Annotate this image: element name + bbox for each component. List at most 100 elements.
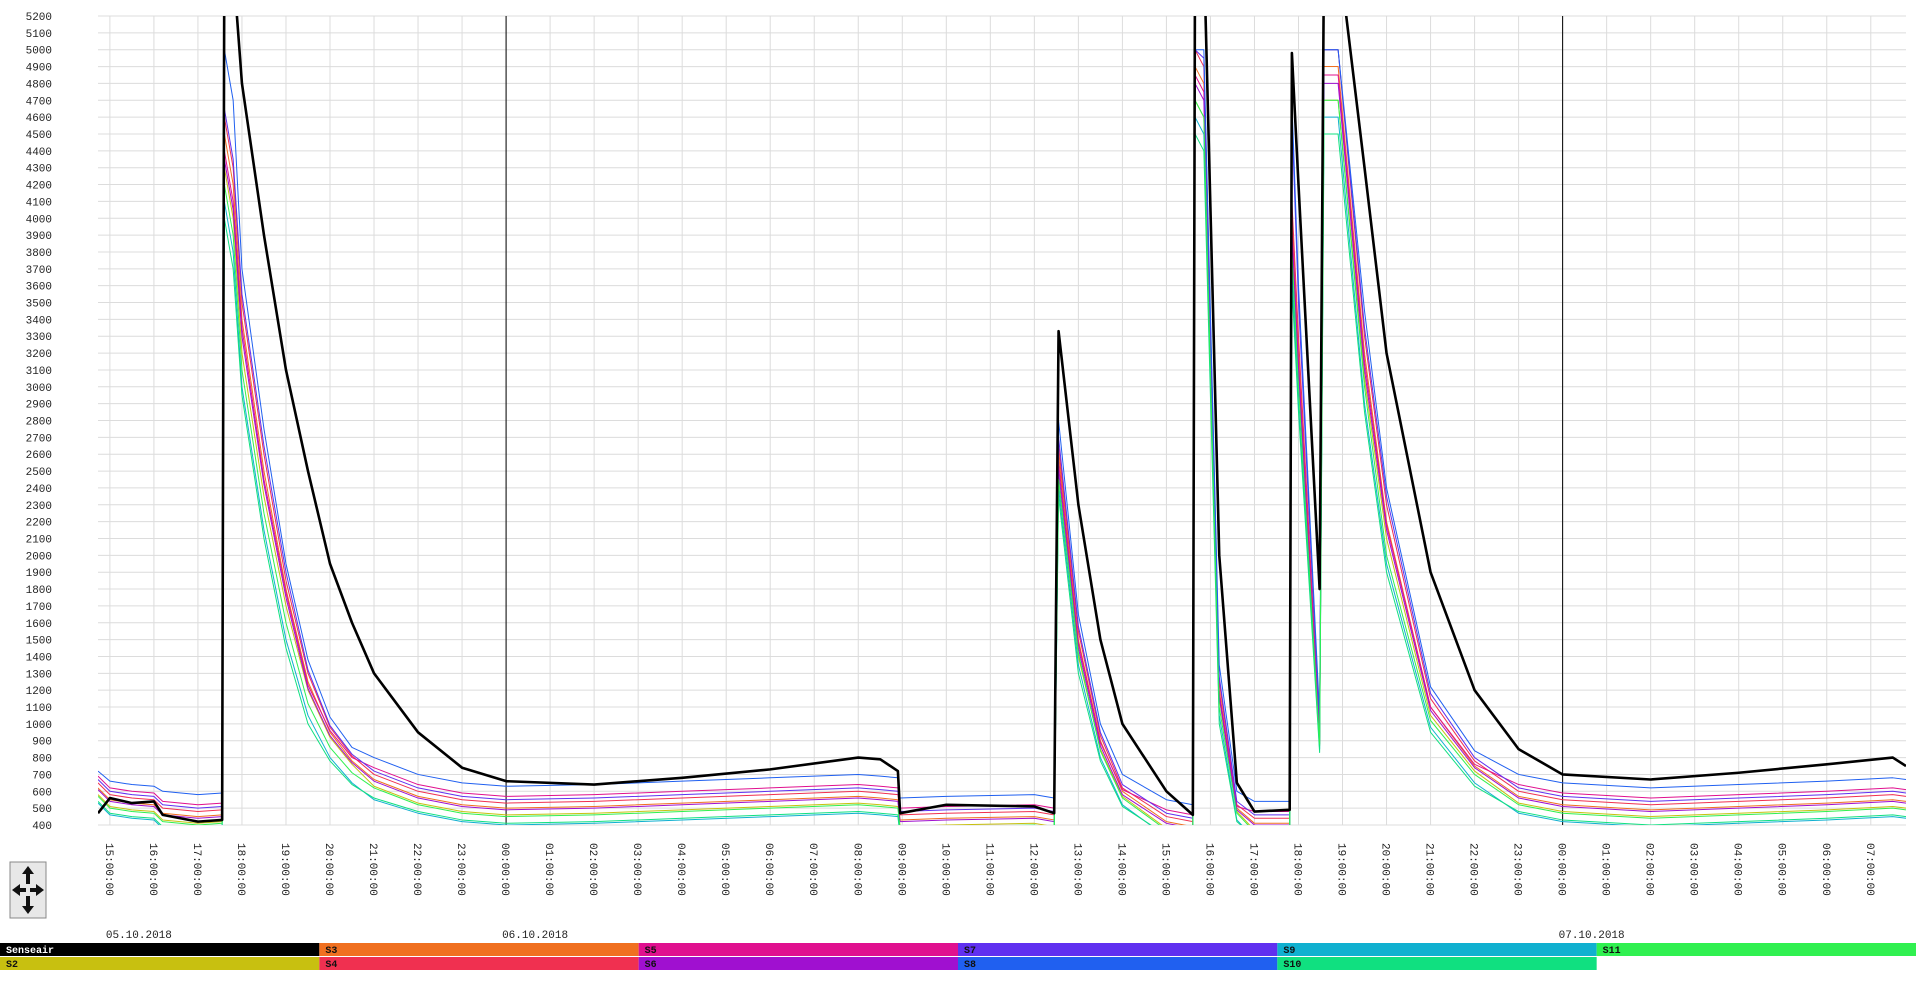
y-tick-label: 3900 xyxy=(26,231,52,243)
y-tick-label: 1600 xyxy=(26,619,52,631)
y-tick-label: 3700 xyxy=(26,265,52,277)
y-tick-label: 2200 xyxy=(26,518,52,530)
x-tick-label: 03:00:00 xyxy=(630,843,642,896)
legend-label: S7 xyxy=(964,946,976,957)
x-tick-label: 18:00:00 xyxy=(234,843,246,896)
y-tick-label: 3000 xyxy=(26,383,52,395)
y-tick-label: 1100 xyxy=(26,703,52,715)
x-tick-label: 23:00:00 xyxy=(454,843,466,896)
x-tick-label: 22:00:00 xyxy=(410,843,422,896)
legend-swatch xyxy=(319,957,639,970)
y-tick-label: 2700 xyxy=(26,433,52,445)
legend-swatch xyxy=(1596,943,1916,956)
y-tick-label: 800 xyxy=(32,754,52,766)
legend-swatch xyxy=(319,943,639,956)
y-tick-label: 3600 xyxy=(26,282,52,294)
x-tick-label: 16:00:00 xyxy=(146,843,158,896)
x-tick-label: 06:00:00 xyxy=(762,843,774,896)
y-tick-label: 1400 xyxy=(26,652,52,664)
legend: Senseair S2 S3 S4 S5 S6 S7 S8 S9 S10 S11 xyxy=(0,943,1916,971)
y-tick-label: 2500 xyxy=(26,467,52,479)
x-tick-label: 07:00:00 xyxy=(806,843,818,896)
legend-label: S6 xyxy=(645,960,657,971)
x-tick-label: 00:00:00 xyxy=(498,843,510,896)
x-tick-label: 08:00:00 xyxy=(850,843,862,896)
x-tick-label: 16:00:00 xyxy=(1202,843,1214,896)
date-label: 07.10.2018 xyxy=(1559,930,1625,942)
x-tick-label: 22:00:00 xyxy=(1467,843,1479,896)
series-line xyxy=(98,66,1906,825)
y-tick-label: 3300 xyxy=(26,332,52,344)
y-tick-label: 4700 xyxy=(26,96,52,108)
plot-area xyxy=(98,16,1906,825)
x-tick-label: 15:00:00 xyxy=(102,843,114,896)
x-tick-label: 21:00:00 xyxy=(366,843,378,896)
legend-swatch xyxy=(0,943,320,956)
y-tick-label: 2400 xyxy=(26,484,52,496)
x-tick-label: 01:00:00 xyxy=(1599,843,1611,896)
x-tick-label: 18:00:00 xyxy=(1290,843,1302,896)
x-tick-label: 07:00:00 xyxy=(1863,843,1875,896)
axes: 400 500 600 700 800 900 1000 1100 1200 1300 1400 15… xyxy=(26,12,1875,942)
x-tick-label: 13:00:00 xyxy=(1070,843,1082,896)
legend-label: S8 xyxy=(964,960,976,971)
legend-label: S3 xyxy=(325,946,337,957)
series-line xyxy=(98,74,1906,816)
y-tick-label: 5200 xyxy=(26,12,52,24)
y-tick-label: 1000 xyxy=(26,720,52,732)
legend-swatch xyxy=(1277,957,1597,970)
y-tick-label: 3200 xyxy=(26,349,52,361)
y-tick-label: 1900 xyxy=(26,568,52,580)
pan-left[interactable] xyxy=(12,884,26,896)
y-tick-label: 3400 xyxy=(26,315,52,327)
legend-swatch xyxy=(638,943,958,956)
x-tick-label: 20:00:00 xyxy=(322,843,334,896)
y-tick-label: 4800 xyxy=(26,79,52,91)
grid xyxy=(98,15,1906,826)
pan-control[interactable] xyxy=(9,861,47,919)
date-label: 06.10.2018 xyxy=(502,930,568,942)
x-tick-label: 03:00:00 xyxy=(1687,843,1699,896)
legend-swatch xyxy=(958,957,1278,970)
series-line xyxy=(98,49,1906,819)
y-tick-label: 2600 xyxy=(26,450,52,462)
x-tick-label: 10:00:00 xyxy=(938,843,950,896)
x-tick-label: 19:00:00 xyxy=(278,843,290,896)
series-line xyxy=(98,99,1906,825)
y-tick-label: 4400 xyxy=(26,147,52,159)
pan-right[interactable] xyxy=(30,884,44,896)
legend-swatch xyxy=(1277,943,1597,956)
y-tick-label: 2100 xyxy=(26,534,52,546)
x-tick-label: 05:00:00 xyxy=(718,843,730,896)
legend-label: S5 xyxy=(645,946,657,957)
y-tick-label: 4300 xyxy=(26,164,52,176)
legend-label: S2 xyxy=(6,960,18,971)
legend-label: S4 xyxy=(325,960,337,971)
x-tick-label: 00:00:00 xyxy=(1555,843,1567,896)
y-tick-label: 2800 xyxy=(26,417,52,429)
x-tick-label: 20:00:00 xyxy=(1379,843,1391,896)
x-tick-label: 01:00:00 xyxy=(542,843,554,896)
date-label: 05.10.2018 xyxy=(106,930,172,942)
y-tick-label: 5000 xyxy=(26,46,52,58)
pan-up[interactable] xyxy=(22,866,34,884)
pan-down[interactable] xyxy=(22,896,34,914)
x-tick-label: 15:00:00 xyxy=(1158,843,1170,896)
x-tick-label: 09:00:00 xyxy=(894,843,906,896)
legend-label: S10 xyxy=(1283,960,1301,971)
y-tick-label: 3100 xyxy=(26,366,52,378)
y-tick-label: 900 xyxy=(32,737,52,749)
y-tick-label: 1700 xyxy=(26,602,52,614)
x-tick-label: 04:00:00 xyxy=(1731,843,1743,896)
series-line xyxy=(98,99,1906,825)
y-tick-label: 500 xyxy=(32,804,52,816)
series-line xyxy=(98,116,1906,825)
y-tick-label: 4600 xyxy=(26,113,52,125)
y-tick-label: 1200 xyxy=(26,686,52,698)
x-tick-label: 04:00:00 xyxy=(674,843,686,896)
y-tick-label: 5100 xyxy=(26,29,52,41)
x-tick-label: 17:00:00 xyxy=(1246,843,1258,896)
y-tick-label: 2300 xyxy=(26,501,52,513)
